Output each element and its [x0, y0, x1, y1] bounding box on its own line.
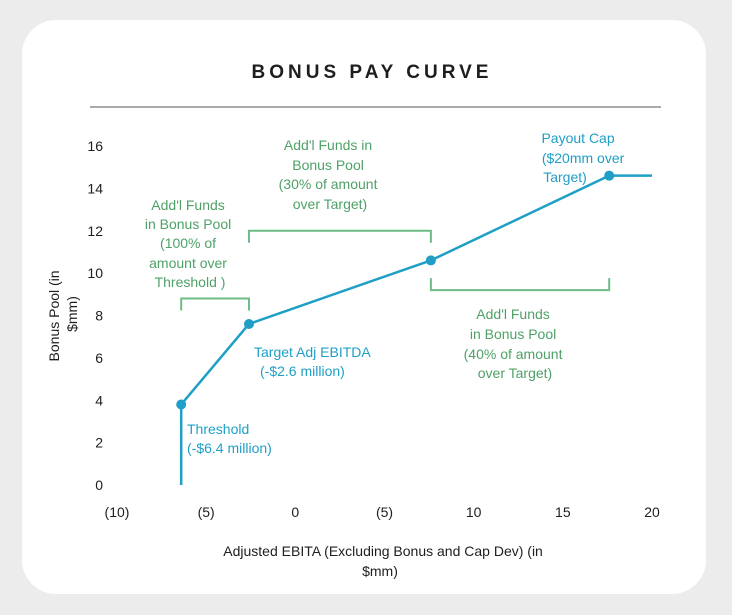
y-tick-label: 14 [87, 180, 103, 196]
bracket-label-40pct: Add'l Funds in Bonus Pool (40% of amount… [464, 306, 567, 381]
threshold-label: Threshold (-$6.4 million) [187, 421, 272, 456]
target-label: Target Adj EBITDA (-$2.6 million) [254, 344, 374, 379]
y-tick-label: 12 [87, 223, 103, 239]
y-axis-ticks: 0 2 4 6 8 10 12 14 16 [87, 138, 103, 493]
data-point-marker [243, 318, 254, 329]
x-tick-label: 15 [555, 504, 571, 520]
y-tick-label: 10 [87, 265, 103, 281]
bracket-threshold-to-target [180, 297, 250, 311]
x-tick-label: (5) [198, 504, 215, 520]
data-point-marker [425, 255, 436, 266]
data-point-marker [176, 399, 187, 410]
chart-title: BONUS PAY CURVE [252, 62, 493, 83]
series-line [179, 174, 652, 485]
annotation-brackets [180, 229, 611, 311]
series-markers [176, 170, 615, 410]
y-tick-label: 6 [95, 350, 103, 366]
payout-cap-label: Payout Cap ($20mm over Target) [541, 130, 628, 185]
x-tick-label: 10 [466, 504, 482, 520]
y-tick-label: 0 [95, 477, 103, 493]
x-tick-label: (5) [376, 504, 393, 520]
bracket-target-to-breakpoint [247, 229, 432, 243]
bracket-breakpoint-to-cap [429, 278, 611, 292]
y-tick-label: 16 [87, 138, 103, 154]
bonus-pool-line [179, 174, 652, 485]
bracket-label-30pct: Add'l Funds in Bonus Pool (30% of amount… [279, 137, 382, 212]
y-tick-label: 4 [95, 392, 103, 408]
x-axis-label: Adjusted EBITA (Excluding Bonus and Cap … [223, 543, 546, 579]
y-tick-label: 8 [95, 308, 103, 324]
x-axis-ticks: (10) (5) 0 (5) 10 15 20 [105, 504, 660, 520]
x-tick-label: 0 [291, 504, 299, 520]
chart-card [22, 20, 706, 594]
y-axis-label: Bonus Pool (in $mm) [46, 267, 80, 362]
data-point-marker [604, 170, 615, 181]
bracket-label-100pct: Add'l Funds in Bonus Pool (100% of amoun… [145, 197, 235, 290]
y-tick-label: 2 [95, 435, 103, 451]
x-tick-label: (10) [105, 504, 130, 520]
x-tick-label: 20 [644, 504, 660, 520]
